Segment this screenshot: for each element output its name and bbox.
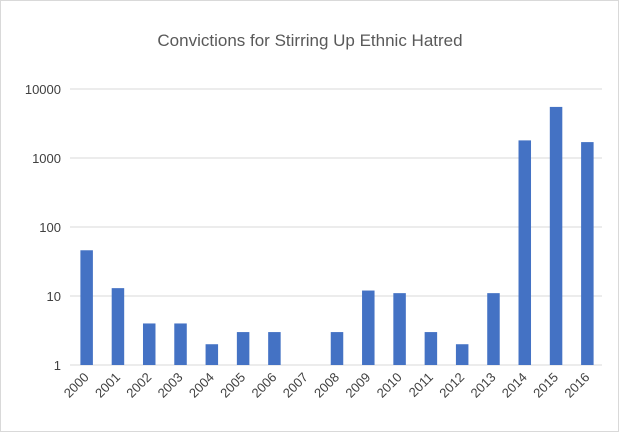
bar-2010 <box>393 293 406 365</box>
x-tick-label: 2016 <box>561 370 592 401</box>
bar-2005 <box>236 332 250 365</box>
x-tick-label: 2002 <box>123 370 154 401</box>
x-tick-label: 2005 <box>217 370 248 401</box>
bar-2009 <box>362 290 375 365</box>
x-tick-label: 2000 <box>61 370 92 401</box>
y-tick-label: 1 <box>54 358 61 373</box>
x-tick-label: 2014 <box>499 370 530 401</box>
bar-2003 <box>174 323 187 365</box>
bar-2000 <box>80 250 93 365</box>
x-tick-label: 2001 <box>92 370 123 401</box>
x-tick-label: 2010 <box>374 370 405 401</box>
y-axis-ticks: 1 10 100 1000 10000 <box>25 82 61 373</box>
x-tick-label: 2011 <box>406 370 436 400</box>
x-tick-label: 2004 <box>186 370 217 401</box>
bar-2004 <box>205 344 219 365</box>
x-axis-ticks: 2000 2001 2002 2003 2004 2005 2006 2007 2008 2009… <box>61 370 593 401</box>
y-tick-label: 10000 <box>25 82 61 97</box>
bar-2013 <box>487 293 500 365</box>
x-tick-label: 2008 <box>311 370 342 401</box>
y-tick-label: 10 <box>47 289 61 304</box>
x-tick-label: 2012 <box>436 370 467 401</box>
x-tick-label: 2003 <box>155 370 186 401</box>
x-tick-label: 2009 <box>342 370 373 401</box>
bar-2014 <box>518 140 532 365</box>
bar-2012 <box>455 344 469 365</box>
x-tick-label: 2007 <box>280 370 311 401</box>
y-tick-label: 1000 <box>32 151 61 166</box>
bar-2001 <box>111 288 125 365</box>
bar-2006 <box>268 332 281 365</box>
bar-2011 <box>424 332 438 365</box>
x-tick-label: 2013 <box>468 370 499 401</box>
bar-2015 <box>549 106 563 365</box>
bar-2016 <box>581 142 594 365</box>
y-tick-label: 100 <box>39 220 61 235</box>
bar-2008 <box>330 332 344 365</box>
x-tick-label: 2006 <box>248 370 279 401</box>
gridlines <box>70 88 602 366</box>
x-tick-label: 2015 <box>530 370 561 401</box>
bar-2002 <box>142 323 156 365</box>
chart-title: Convictions for Stirring Up Ethnic Hatre… <box>157 31 462 50</box>
bars <box>80 106 594 365</box>
